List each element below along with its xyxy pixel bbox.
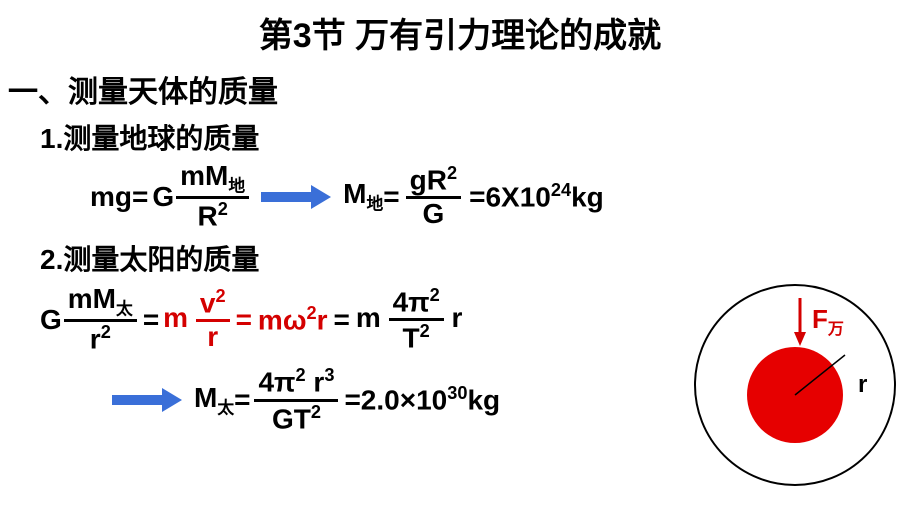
- frac-gR2-G: gR2 G: [406, 163, 461, 230]
- term-4pi2T2: m 4π2 T2 r: [356, 285, 463, 354]
- frac-4pi2r3-GT2: 4π2 r3 GT2: [254, 365, 338, 434]
- force-arrow-head: [794, 332, 806, 346]
- eq: =: [469, 181, 485, 213]
- eq: =: [383, 181, 399, 213]
- radius-label: r: [858, 371, 867, 398]
- term-mv2r: m v2 r: [163, 286, 229, 353]
- force-label: F万: [812, 304, 844, 338]
- const-G: G: [152, 181, 174, 213]
- item-2-heading: 2.测量太阳的质量: [0, 238, 920, 278]
- eq: =: [344, 384, 360, 416]
- arrow-icon: [261, 188, 331, 206]
- M-earth: M地: [343, 178, 383, 215]
- eq: =: [143, 304, 159, 336]
- frac-mMsun-r2: mM太 r2: [64, 284, 137, 355]
- eq: =: [132, 181, 148, 213]
- const-G: G: [40, 304, 62, 336]
- frac-mM-R2: mM地 R2: [176, 161, 249, 232]
- eq: =: [334, 304, 350, 336]
- page-title: 第3节 万有引力理论的成就: [0, 0, 920, 57]
- M-sun: M太: [194, 382, 234, 419]
- sun-mass-value: 2.0×1030kg: [361, 383, 500, 416]
- lhs-mg: mg: [90, 181, 132, 213]
- eq: =: [234, 384, 250, 416]
- section-1-heading: 一、测量天体的质量: [0, 67, 920, 111]
- item-1-heading: 1.测量地球的质量: [0, 117, 920, 157]
- arrow-icon: [112, 391, 182, 409]
- earth-mass-value: 6X1024kg: [485, 180, 603, 213]
- eq: =: [236, 304, 252, 336]
- earth-mass-formula: mg = G mM地 R2 M地 = gR2 G = 6X1024kg: [0, 161, 920, 232]
- orbit-diagram: F万 r: [690, 280, 900, 490]
- term-mw2r: mω2r: [258, 303, 328, 336]
